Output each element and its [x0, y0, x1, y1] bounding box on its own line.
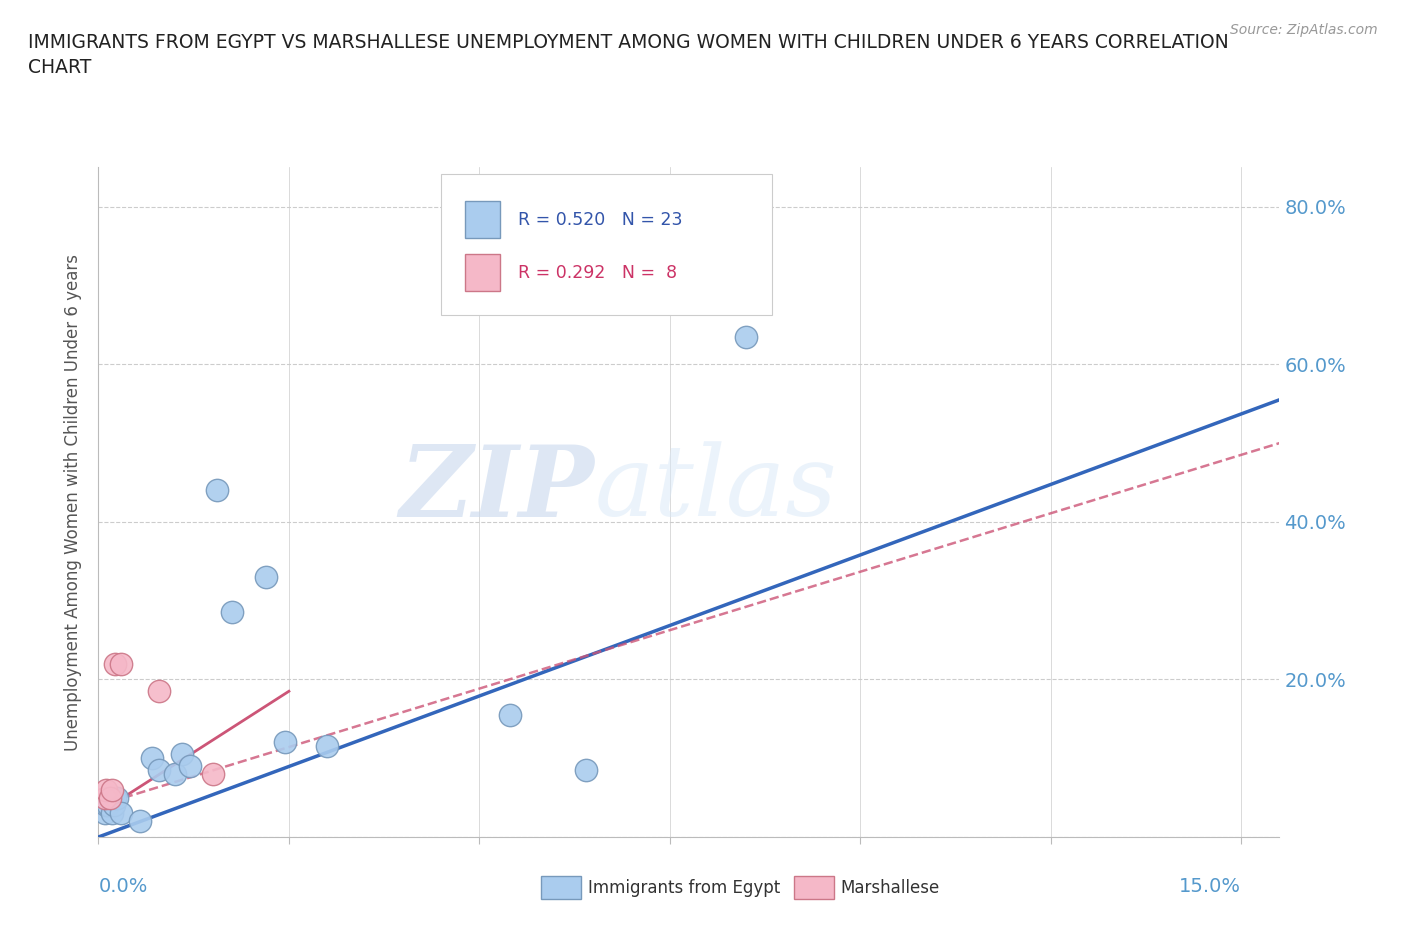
- FancyBboxPatch shape: [441, 174, 772, 314]
- Point: [172, 747, 194, 762]
- Point: [221, 605, 243, 620]
- Text: Immigrants from Egypt: Immigrants from Egypt: [588, 879, 780, 897]
- Text: ZIP: ZIP: [399, 441, 595, 537]
- Point: [163, 766, 186, 781]
- Point: [101, 806, 124, 821]
- Point: [103, 798, 125, 813]
- Point: [499, 708, 522, 723]
- Point: [179, 759, 201, 774]
- Point: [104, 790, 127, 805]
- Point: [148, 684, 170, 698]
- Point: [98, 790, 121, 805]
- Point: [316, 739, 339, 754]
- Point: [94, 782, 117, 797]
- Point: [104, 657, 127, 671]
- Point: [148, 763, 170, 777]
- Text: 0.0%: 0.0%: [98, 877, 148, 897]
- Point: [98, 790, 121, 805]
- Text: 15.0%: 15.0%: [1180, 877, 1241, 897]
- Point: [97, 798, 120, 813]
- Point: [94, 798, 117, 813]
- Y-axis label: Unemployment Among Women with Children Under 6 years: Unemployment Among Women with Children U…: [65, 254, 83, 751]
- Text: atlas: atlas: [595, 441, 837, 537]
- Point: [274, 735, 297, 750]
- Point: [575, 763, 598, 777]
- FancyBboxPatch shape: [464, 201, 501, 238]
- Point: [93, 806, 115, 821]
- Text: Marshallese: Marshallese: [841, 879, 941, 897]
- Point: [129, 814, 152, 829]
- Text: Source: ZipAtlas.com: Source: ZipAtlas.com: [1230, 23, 1378, 37]
- Point: [141, 751, 163, 765]
- Point: [101, 782, 124, 797]
- Point: [735, 329, 758, 344]
- Point: [110, 657, 132, 671]
- Point: [93, 790, 115, 805]
- Point: [205, 483, 228, 498]
- Point: [201, 766, 224, 781]
- Text: IMMIGRANTS FROM EGYPT VS MARSHALLESE UNEMPLOYMENT AMONG WOMEN WITH CHILDREN UNDE: IMMIGRANTS FROM EGYPT VS MARSHALLESE UNE…: [28, 33, 1229, 76]
- Text: R = 0.520   N = 23: R = 0.520 N = 23: [517, 210, 682, 229]
- Point: [107, 790, 129, 805]
- Text: R = 0.292   N =  8: R = 0.292 N = 8: [517, 264, 676, 282]
- Point: [254, 569, 277, 584]
- FancyBboxPatch shape: [464, 255, 501, 291]
- Point: [110, 806, 132, 821]
